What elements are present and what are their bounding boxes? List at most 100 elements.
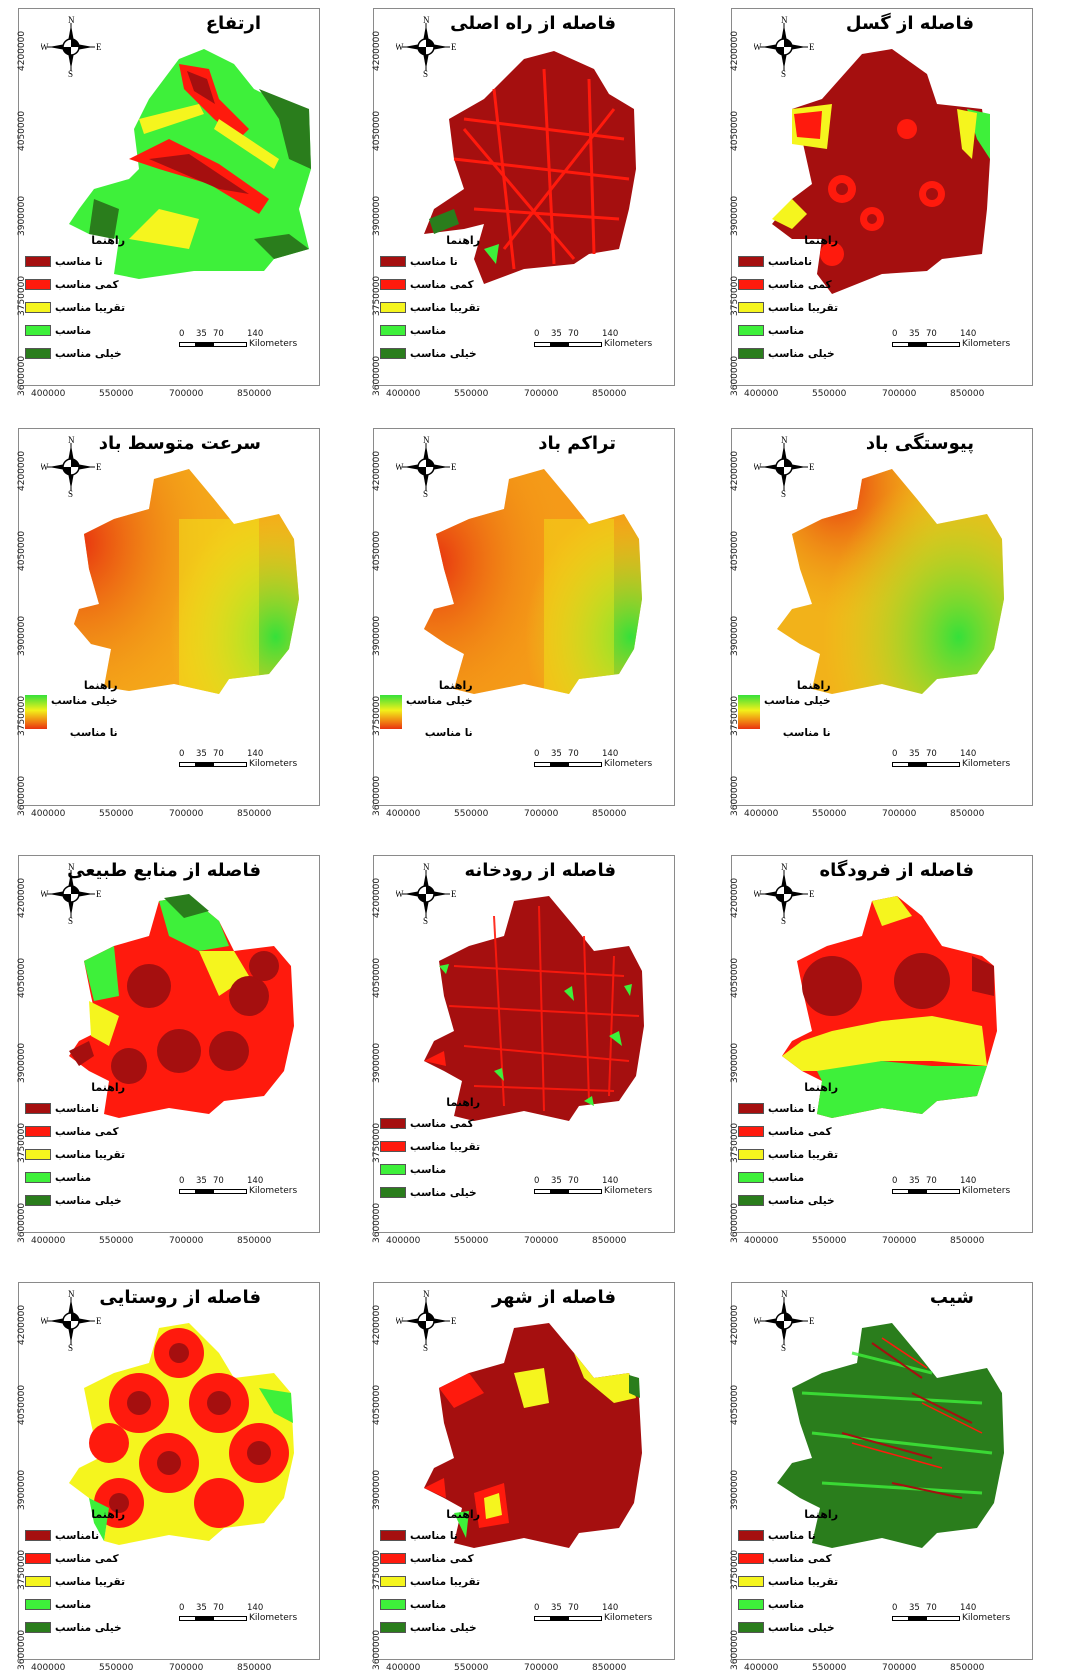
y-axis-tick-label: 3600000 [17, 775, 27, 816]
y-axis-tick-label: 4050000 [372, 530, 382, 571]
svg-text:W: W [41, 42, 49, 52]
svg-text:W: W [396, 462, 404, 472]
legend-swatch [380, 1622, 406, 1633]
svg-text:E: E [96, 1316, 101, 1326]
legend-swatch [25, 1195, 51, 1206]
legend-label: نا مناسب [768, 1529, 816, 1542]
legend-swatch [380, 256, 406, 267]
legend-label: نامناسب [55, 1102, 100, 1115]
x-axis-tick-label: 850000 [950, 1663, 985, 1673]
legend-item: خیلی مناسب [738, 1189, 838, 1212]
legend-swatch [738, 1622, 764, 1633]
scale-tick-label: 140 [960, 1176, 977, 1186]
y-axis-tick-label: 4200000 [17, 30, 27, 71]
svg-text:E: E [96, 462, 101, 472]
panel-title: شیب [929, 1287, 974, 1308]
legend-title: راهنما [804, 1508, 839, 1521]
scale-unit-label: Kilometers [249, 339, 298, 349]
legend-item: تقریبا مناسب [738, 1570, 838, 1593]
scale-tick-label: 140 [247, 749, 264, 759]
scale-tick-label: 35 [551, 1176, 562, 1186]
x-axis-tick-label: 850000 [950, 1236, 985, 1246]
legend-swatch [25, 1103, 51, 1114]
y-axis-tick-label: 4200000 [372, 30, 382, 71]
map-wind-speed [74, 469, 299, 694]
map-panel-village-distance: فاصله از روستایی N S E W 4200000 4050000 39000… [17, 1282, 320, 1673]
legend-swatch [380, 1530, 406, 1541]
svg-text:W: W [754, 889, 762, 899]
legend-label: خیلی مناسب [55, 1621, 122, 1634]
x-axis-tick-label: 850000 [237, 1236, 272, 1246]
x-axis-tick-label: 550000 [99, 389, 134, 399]
x-axis-tick-label: 400000 [386, 1236, 421, 1246]
north-arrow-icon: N S E W [754, 15, 814, 77]
y-axis-tick-label: 3900000 [372, 615, 382, 656]
map-wind-continuity [777, 469, 1004, 694]
legend-label: تقریبا مناسب [55, 1575, 126, 1588]
legend-item: خیلی مناسب [738, 342, 838, 365]
scale-tick-label: 35 [196, 749, 207, 759]
panel-title: فاصله از راه اصلی [450, 13, 616, 34]
scale-unit-label: Kilometers [249, 759, 298, 769]
svg-text:S: S [68, 1343, 73, 1351]
gradient-swatch [380, 695, 402, 729]
scale-unit-label: Kilometers [962, 1613, 1011, 1623]
legend-swatch [380, 279, 406, 290]
legend-label: کمی مناسب [768, 1552, 832, 1565]
scale-tick-label: 0 [179, 329, 185, 339]
scale-tick-label: 35 [909, 749, 920, 759]
x-axis-tick-label: 850000 [592, 389, 627, 399]
legend: راهنما نا مناسب کمی مناسب تقریبا مناسب مناسب… [738, 1508, 838, 1639]
legend-item: کمی مناسب [738, 1547, 838, 1570]
legend-swatch [738, 348, 764, 359]
svg-text:W: W [41, 1316, 49, 1326]
legend-item: خیلی مناسب [25, 1616, 125, 1639]
x-axis-tick-label: 400000 [31, 389, 66, 399]
north-arrow-icon: N S E W [396, 435, 456, 497]
y-axis-tick-label: 3900000 [17, 195, 27, 236]
svg-text:E: E [809, 42, 814, 52]
legend-label: خیلی مناسب [406, 695, 473, 707]
legend-label: نا مناسب [768, 1102, 816, 1115]
legend-item: نا مناسب [380, 1524, 480, 1547]
map-airport-distance [782, 896, 997, 1118]
x-axis-tick-label: 700000 [882, 1236, 917, 1246]
legend-label: خیلی مناسب [410, 1186, 477, 1199]
legend-swatch [738, 1149, 764, 1160]
legend-swatch [380, 348, 406, 359]
compass-n: N [68, 1289, 75, 1299]
x-axis-tick-label: 400000 [386, 389, 421, 399]
legend: راهنما نا مناسب کمی مناسب تقریبا مناسب مناسب… [738, 1081, 838, 1212]
legend-swatch [25, 1576, 51, 1587]
legend-swatch [738, 1530, 764, 1541]
x-axis-tick-label: 400000 [744, 1663, 779, 1673]
scale-tick-label: 35 [909, 1176, 920, 1186]
y-axis-tick-label: 4050000 [372, 110, 382, 151]
scale-tick-label: 70 [926, 1603, 937, 1613]
compass-n: N [423, 862, 430, 872]
scale-tick-label: 140 [247, 1176, 264, 1186]
legend-label: مناسب [55, 1171, 92, 1184]
scale-tick-label: 0 [179, 1176, 185, 1186]
x-axis-tick-label: 850000 [592, 1236, 627, 1246]
svg-text:S: S [423, 916, 428, 924]
y-axis-tick-label: 4200000 [372, 450, 382, 491]
north-arrow-icon: N S E W [41, 1289, 101, 1351]
legend-item: تقریبا مناسب [25, 296, 125, 319]
legend: راهنما کمی مناسب تقریبا مناسب مناسب خیلی منا… [380, 1096, 480, 1204]
legend-label: کمی مناسب [410, 278, 474, 291]
y-axis-tick-label: 3900000 [730, 1469, 740, 1510]
scale-tick-label: 140 [602, 329, 619, 339]
panel-title: فاصله از فرودگاه [819, 860, 974, 881]
compass-n: N [423, 15, 430, 25]
y-axis-tick-label: 3900000 [730, 1042, 740, 1083]
y-axis-tick-label: 3900000 [730, 615, 740, 656]
map-panel-airport-distance: فاصله از فرودگاه N S E W 4200000 4050000 39000… [730, 855, 1033, 1246]
x-axis-tick-label: 700000 [169, 1236, 204, 1246]
legend-swatch [380, 325, 406, 336]
legend: راهنما نا مناسب کمی مناسب تقریبا مناسب مناسب… [380, 234, 480, 365]
legend-swatch [738, 325, 764, 336]
legend-item: خیلی مناسب [380, 1181, 480, 1204]
legend-swatch [380, 1118, 406, 1129]
legend-label: نا مناسب [424, 727, 473, 739]
